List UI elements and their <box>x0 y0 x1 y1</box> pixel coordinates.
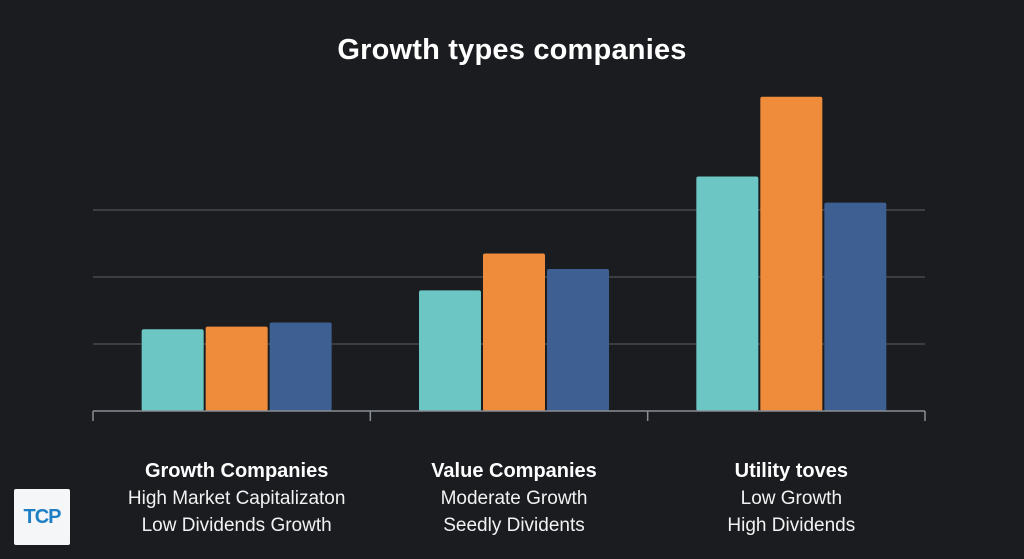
category-desc-line: Moderate Growth <box>440 488 588 509</box>
bar-1-utility-toves <box>696 176 759 411</box>
chart-title: Growth types companies <box>337 34 687 66</box>
bar-3-value-companies <box>547 268 609 411</box>
category-label-growth: Growth Companies High Market Capitalizat… <box>87 457 387 539</box>
category-desc-line: Low Growth <box>740 488 843 509</box>
bar-3-growth-companies <box>269 322 332 411</box>
tcp-logo: TCP <box>14 489 70 545</box>
category-desc-line: High Market Capitalizaton <box>127 488 346 509</box>
bar-2-value-companies <box>483 253 545 411</box>
x-axis <box>92 410 926 421</box>
bar-1-growth-companies <box>141 329 204 411</box>
logo-text: TCP <box>23 505 62 528</box>
bar-1-value-companies <box>419 290 481 411</box>
category-desc-line: High Dividends <box>727 515 856 536</box>
category-name: Utility toves <box>734 460 848 482</box>
category-label-utility: Utility toves Low Growth High Dividends <box>641 457 941 539</box>
bar-2-utility-toves <box>760 96 823 412</box>
bar-3-utility-toves <box>824 202 887 411</box>
bar-2-growth-companies <box>205 326 268 411</box>
category-label-value: Value Companies Moderate Growth Seedly D… <box>364 457 664 539</box>
bars <box>141 96 887 412</box>
category-desc-line: Low Dividends Growth <box>141 515 332 536</box>
category-name: Growth Companies <box>144 460 329 482</box>
category-name: Value Companies <box>431 460 597 482</box>
category-desc-line: Seedly Dividents <box>443 515 585 536</box>
